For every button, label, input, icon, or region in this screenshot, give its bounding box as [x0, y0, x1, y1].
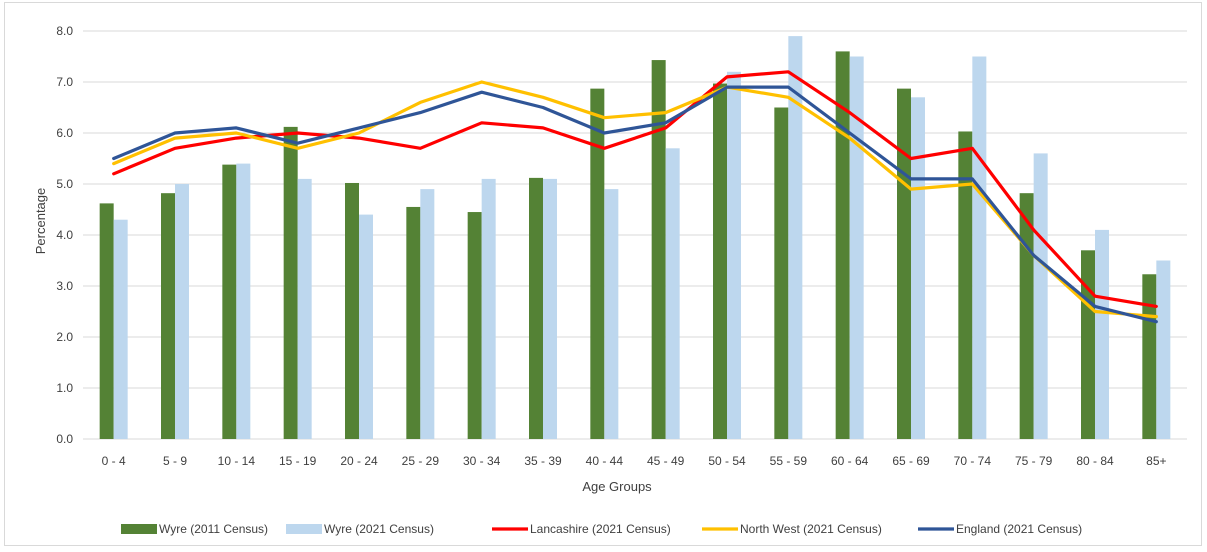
x-tick-label: 20 - 24	[340, 454, 378, 468]
x-tick-label: 15 - 19	[279, 454, 317, 468]
x-axis-title: Age Groups	[582, 479, 652, 494]
bar	[175, 184, 189, 439]
bar	[1142, 274, 1157, 439]
bar	[467, 212, 482, 439]
bar	[113, 219, 128, 439]
x-tick-label: 25 - 29	[402, 454, 440, 468]
y-tick-label: 6.0	[56, 126, 73, 140]
x-tick-label: 5 - 9	[163, 454, 187, 468]
bars	[99, 36, 1171, 440]
x-tick-label: 80 - 84	[1076, 454, 1114, 468]
bar	[359, 214, 373, 439]
x-tick-label: 10 - 14	[218, 454, 256, 468]
bar	[1033, 153, 1048, 439]
bar	[1081, 250, 1095, 439]
bar	[1019, 193, 1034, 439]
legend-label: Lancashire (2021 Census)	[530, 522, 671, 536]
bar	[972, 56, 987, 439]
age-group-chart: 0.0 1.0 2.0 3.0 4.0 5.0 6.0 7.0 8.0 0 - 4 5 - 9 10…	[33, 24, 1187, 536]
y-tick-label: 5.0	[56, 177, 73, 191]
bar	[1156, 260, 1171, 439]
bar	[529, 177, 543, 439]
series-lines	[112, 70, 1158, 324]
bar	[897, 88, 911, 439]
legend-label: England (2021 Census)	[956, 522, 1082, 536]
series-line	[112, 70, 1158, 308]
bar	[651, 60, 666, 439]
y-tick-label: 4.0	[56, 228, 73, 242]
y-tick-label: 8.0	[56, 24, 73, 38]
bar	[849, 56, 864, 439]
bar	[590, 88, 605, 439]
bar	[713, 83, 727, 439]
gridlines	[83, 30, 1187, 440]
x-tick-label: 35 - 39	[524, 454, 562, 468]
bar	[543, 178, 557, 439]
x-tick-label: 30 - 34	[463, 454, 501, 468]
x-tick-label: 75 - 79	[1015, 454, 1053, 468]
x-tick-label: 50 - 54	[708, 454, 746, 468]
y-tick-label: 3.0	[56, 279, 73, 293]
x-tick-label: 45 - 49	[647, 454, 685, 468]
bar	[1095, 229, 1109, 439]
bar	[99, 203, 114, 439]
bar	[161, 193, 175, 439]
y-tick-label: 0.0	[56, 432, 73, 446]
bar	[727, 71, 741, 440]
legend-label: Wyre (2021 Census)	[324, 522, 434, 536]
bar	[345, 182, 359, 440]
bar	[958, 131, 973, 439]
bar	[774, 107, 789, 439]
x-tick-label: 55 - 59	[770, 454, 808, 468]
series-line	[112, 80, 1158, 319]
legend-swatch	[121, 524, 157, 534]
x-tick-label: 40 - 44	[586, 454, 624, 468]
bar	[406, 206, 421, 439]
x-tick-label: 60 - 64	[831, 454, 869, 468]
legend-swatch	[286, 524, 322, 534]
x-tick-label: 0 - 4	[102, 454, 126, 468]
bar	[297, 178, 312, 439]
bar	[481, 178, 496, 439]
bar	[222, 164, 237, 439]
bar	[788, 36, 803, 439]
bar	[911, 97, 925, 440]
x-tick-label: 70 - 74	[954, 454, 992, 468]
legend-label: Wyre (2011 Census)	[159, 522, 268, 536]
bar	[236, 163, 251, 439]
y-axis-ticks: 0.0 1.0 2.0 3.0 4.0 5.0 6.0 7.0 8.0	[56, 24, 73, 446]
bar	[283, 126, 298, 439]
x-axis-ticks: 0 - 4 5 - 9 10 - 14 15 - 19 20 - 24 25 - 29 30…	[102, 454, 1167, 468]
y-tick-label: 1.0	[56, 381, 73, 395]
chart-frame: 0.0 1.0 2.0 3.0 4.0 5.0 6.0 7.0 8.0 0 - 4 5 - 9 10…	[4, 2, 1202, 546]
legend: Wyre (2011 Census) Wyre (2021 Census) Lanc…	[121, 522, 1082, 536]
bar	[665, 148, 680, 440]
y-tick-label: 7.0	[56, 75, 73, 89]
x-tick-label: 85+	[1146, 454, 1166, 468]
x-tick-label: 65 - 69	[892, 454, 930, 468]
bar	[420, 189, 435, 439]
series-line	[112, 85, 1158, 324]
y-axis-title: Percentage	[33, 188, 48, 255]
y-tick-label: 2.0	[56, 330, 73, 344]
bar	[835, 51, 850, 440]
legend-label: North West (2021 Census)	[740, 522, 882, 536]
bar	[604, 189, 619, 439]
